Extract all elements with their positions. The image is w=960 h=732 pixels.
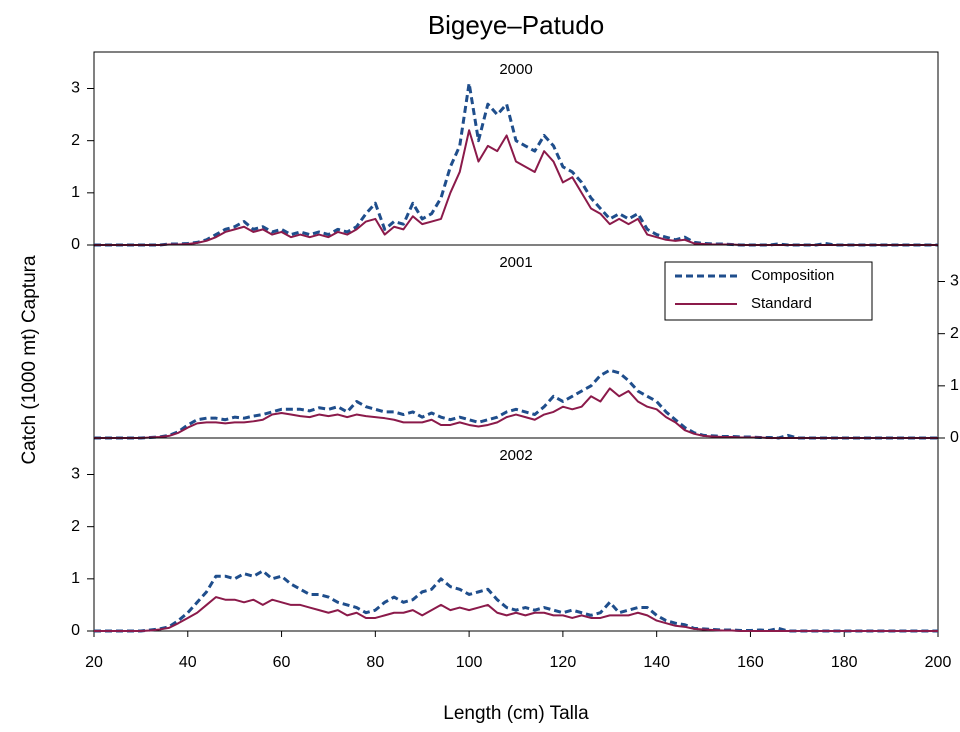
y2-tick-label: 0 <box>950 429 959 446</box>
y-tick-label: 2 <box>71 132 80 149</box>
y-tick-label: 1 <box>71 184 80 201</box>
legend-label: Standard <box>751 295 812 312</box>
chart-title: Bigeye–Patudo <box>428 10 604 40</box>
series-line <box>94 569 938 633</box>
x-tick-label: 80 <box>366 654 384 671</box>
x-axis-label: Length (cm) Talla <box>443 703 589 724</box>
series-line <box>94 81 938 247</box>
x-tick-label: 180 <box>831 654 858 671</box>
panel-frame <box>93 51 939 246</box>
y-tick-label: 0 <box>71 236 80 253</box>
y-tick-label: 3 <box>71 80 80 97</box>
panel-title: 2000 <box>499 61 532 78</box>
x-tick-label: 140 <box>643 654 670 671</box>
y-axis-label: Catch (1000 mt) Captura <box>19 255 40 465</box>
y-tick-label: 3 <box>71 466 80 483</box>
series-line <box>94 387 938 439</box>
series-line <box>94 129 938 246</box>
y2-tick-label: 3 <box>950 273 959 290</box>
x-tick-label: 100 <box>456 654 483 671</box>
x-tick-label: 20 <box>85 654 103 671</box>
y-tick-label: 0 <box>71 622 80 639</box>
x-tick-label: 200 <box>925 654 952 671</box>
x-tick-label: 40 <box>179 654 197 671</box>
panel-title: 2002 <box>499 447 532 464</box>
x-tick-label: 60 <box>273 654 291 671</box>
y2-tick-label: 2 <box>950 325 959 342</box>
y2-tick-label: 1 <box>950 377 959 394</box>
x-tick-label: 160 <box>737 654 764 671</box>
y-tick-label: 1 <box>71 570 80 587</box>
panel-frame <box>93 437 939 632</box>
series-line <box>94 368 938 440</box>
y-tick-label: 2 <box>71 518 80 535</box>
panel-title: 2001 <box>499 254 532 271</box>
x-tick-label: 120 <box>550 654 577 671</box>
legend-box <box>664 261 873 321</box>
series-line <box>94 596 938 632</box>
legend-label: Composition <box>751 267 834 284</box>
